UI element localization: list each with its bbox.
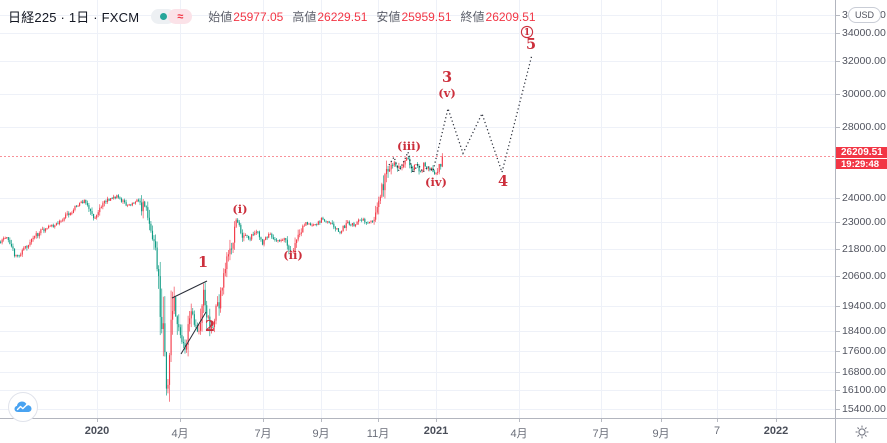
time-tick-label: 11月 (366, 428, 390, 440)
close-value: 26209.51 (485, 9, 536, 24)
time-tick-label: 7 (713, 425, 721, 437)
wave-label[interactable]: 1 (524, 28, 530, 38)
price-tick-label: 17600.00 (836, 345, 886, 357)
close-label: 終値 (460, 10, 485, 24)
wave-label[interactable]: (i) (232, 202, 247, 216)
open-label: 始値 (208, 10, 233, 24)
delayed-data-badge[interactable]: ≈ (168, 9, 193, 24)
time-tick-mark (717, 419, 718, 422)
price-tick-label: 16800.00 (836, 366, 886, 378)
price-tick-label: 16100.00 (836, 384, 886, 396)
time-tick-label: 9月 (312, 428, 330, 440)
time-tick-mark (601, 419, 602, 422)
price-tick-label: 28000.00 (836, 121, 886, 133)
last-price-badge: 26209.51 (836, 147, 887, 159)
open-pair: 始値 25977.05 (208, 8, 283, 25)
legend: 日経225 · 1日 · FXCM ≈ 始値 25977.05 高値 26229.5… (8, 7, 536, 26)
wave-label[interactable]: 2 (205, 318, 215, 335)
close-pair: 終値 26209.51 (461, 8, 536, 25)
open-value: 25977.05 (233, 9, 284, 24)
currency-toggle-button[interactable]: USD (848, 7, 881, 23)
wave-circle-icon[interactable] (520, 25, 534, 39)
time-tick-label: 2021 (423, 425, 449, 437)
price-tick-label: 23000.00 (836, 216, 886, 228)
time-tick-mark (776, 419, 777, 422)
time-tick-label: 2020 (84, 425, 110, 437)
symbol-title[interactable]: 日経225 · 1日 · FXCM (8, 10, 140, 25)
wave-label[interactable]: 3 (442, 69, 452, 86)
wave-label[interactable]: (iii) (397, 139, 421, 153)
wave-label[interactable]: 4 (498, 173, 508, 190)
wave-label[interactable]: (iv) (425, 175, 447, 189)
bar-countdown-badge: 19:29:48 (836, 159, 887, 170)
wave-label[interactable]: (v) (438, 86, 456, 100)
time-tick-mark (97, 419, 98, 422)
time-tick-mark (321, 419, 322, 422)
low-value: 25959.51 (401, 9, 452, 24)
price-tick-label: 15400.00 (836, 403, 886, 415)
time-tick-label: 7月 (592, 428, 610, 440)
price-tick-label: 19400.00 (836, 300, 886, 312)
time-tick-label: 2022 (763, 425, 789, 437)
price-tick-label: 32000.00 (836, 55, 886, 67)
time-tick-label: 4月 (510, 428, 528, 440)
low-label: 安値 (376, 10, 401, 24)
time-tick-mark (263, 419, 264, 422)
ohlc-readout: 始値 25977.05 高値 26229.51 安値 25959.51 終値 26209… (208, 8, 535, 25)
wave-label[interactable]: 1 (198, 254, 208, 271)
time-tick-mark (378, 419, 379, 422)
market-status-dot-icon (159, 13, 167, 20)
broker-logo[interactable] (8, 392, 38, 422)
time-tick-label: 4月 (171, 428, 189, 440)
gear-icon[interactable] (855, 425, 869, 439)
price-tick-label: 21800.00 (836, 243, 886, 255)
wave-label[interactable]: (ii) (283, 248, 303, 262)
time-tick-mark (519, 419, 520, 422)
market-status-badges[interactable]: ≈ (151, 9, 193, 24)
time-tick-mark (436, 419, 437, 422)
trendline-drawing[interactable] (171, 280, 208, 299)
time-tick-label: 9月 (652, 428, 670, 440)
price-tick-label: 34000.00 (836, 27, 886, 39)
cloud-chart-icon (14, 401, 32, 412)
axis-settings-cell (835, 418, 887, 443)
time-tick-mark (180, 419, 181, 422)
time-axis[interactable]: 2020 4月 7月 9月 11月 2021 4月 7月 9月 7 2022 (0, 418, 835, 443)
high-pair: 高値 26229.51 (292, 8, 367, 25)
time-tick-mark (661, 419, 662, 422)
price-tick-label: 30000.00 (836, 88, 886, 100)
price-tick-label: 24000.00 (836, 192, 886, 204)
high-value: 26229.51 (317, 9, 368, 24)
trendline-drawing[interactable] (180, 311, 207, 355)
price-axis[interactable]: USD 26209.51 19:29:48 36000.0034000.0032… (835, 0, 887, 418)
high-label: 高値 (292, 10, 317, 24)
wave-projection-path[interactable] (388, 54, 533, 175)
price-tick-label: 18400.00 (836, 325, 886, 337)
price-tick-label: 20600.00 (836, 270, 886, 282)
chart-pane[interactable]: 1 2 (i) (ii) (iii) (iv) (v) 3 4 5 1 (0, 0, 835, 418)
wave-label[interactable]: 5 (526, 36, 536, 53)
time-tick-label: 7月 (254, 428, 272, 440)
low-pair: 安値 25959.51 (376, 8, 451, 25)
